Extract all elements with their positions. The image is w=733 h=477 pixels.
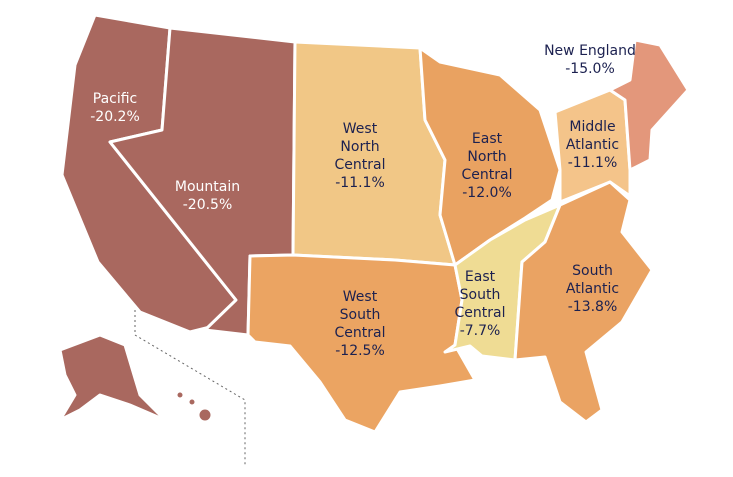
- region-label: East South Central -7.7%: [445, 268, 515, 340]
- region-label: West North Central -11.1%: [325, 120, 395, 192]
- region: [418, 46, 562, 267]
- region-value: -11.1%: [335, 175, 385, 191]
- inset-border: [134, 310, 246, 465]
- region-name: East North Central: [461, 131, 513, 183]
- region-name: South Atlantic: [565, 263, 620, 297]
- region-value: -11.1%: [567, 155, 618, 171]
- region-name: West South Central: [334, 289, 386, 341]
- region-name: East South Central: [454, 269, 506, 321]
- region-value: -13.8%: [567, 299, 618, 315]
- region: [58, 333, 167, 422]
- region-name: New England: [544, 43, 636, 59]
- region: [608, 38, 690, 172]
- region-name: Pacific: [92, 91, 138, 107]
- region: [174, 389, 214, 424]
- region-value: -12.5%: [335, 343, 385, 359]
- region-label: New England -15.0%: [520, 42, 660, 78]
- region-label: South Atlantic -13.8%: [555, 262, 630, 316]
- region-label: Middle Atlantic -11.1%: [555, 118, 630, 172]
- region-label: Mountain -20.5%: [160, 178, 255, 214]
- region-value: -20.5%: [182, 197, 233, 213]
- region-label: East North Central -12.0%: [452, 130, 522, 202]
- region-name: Middle Atlantic: [565, 119, 620, 153]
- region-value: -7.7%: [459, 323, 501, 339]
- region-label: Pacific -20.2%: [70, 90, 160, 126]
- region-value: -15.0%: [565, 61, 615, 77]
- region-value: -20.2%: [90, 109, 140, 125]
- region: [513, 180, 654, 424]
- region-name: Mountain: [174, 179, 241, 195]
- region-label: West South Central -12.5%: [325, 288, 395, 360]
- region-name: West North Central: [334, 121, 386, 173]
- region-value: -12.0%: [462, 185, 512, 201]
